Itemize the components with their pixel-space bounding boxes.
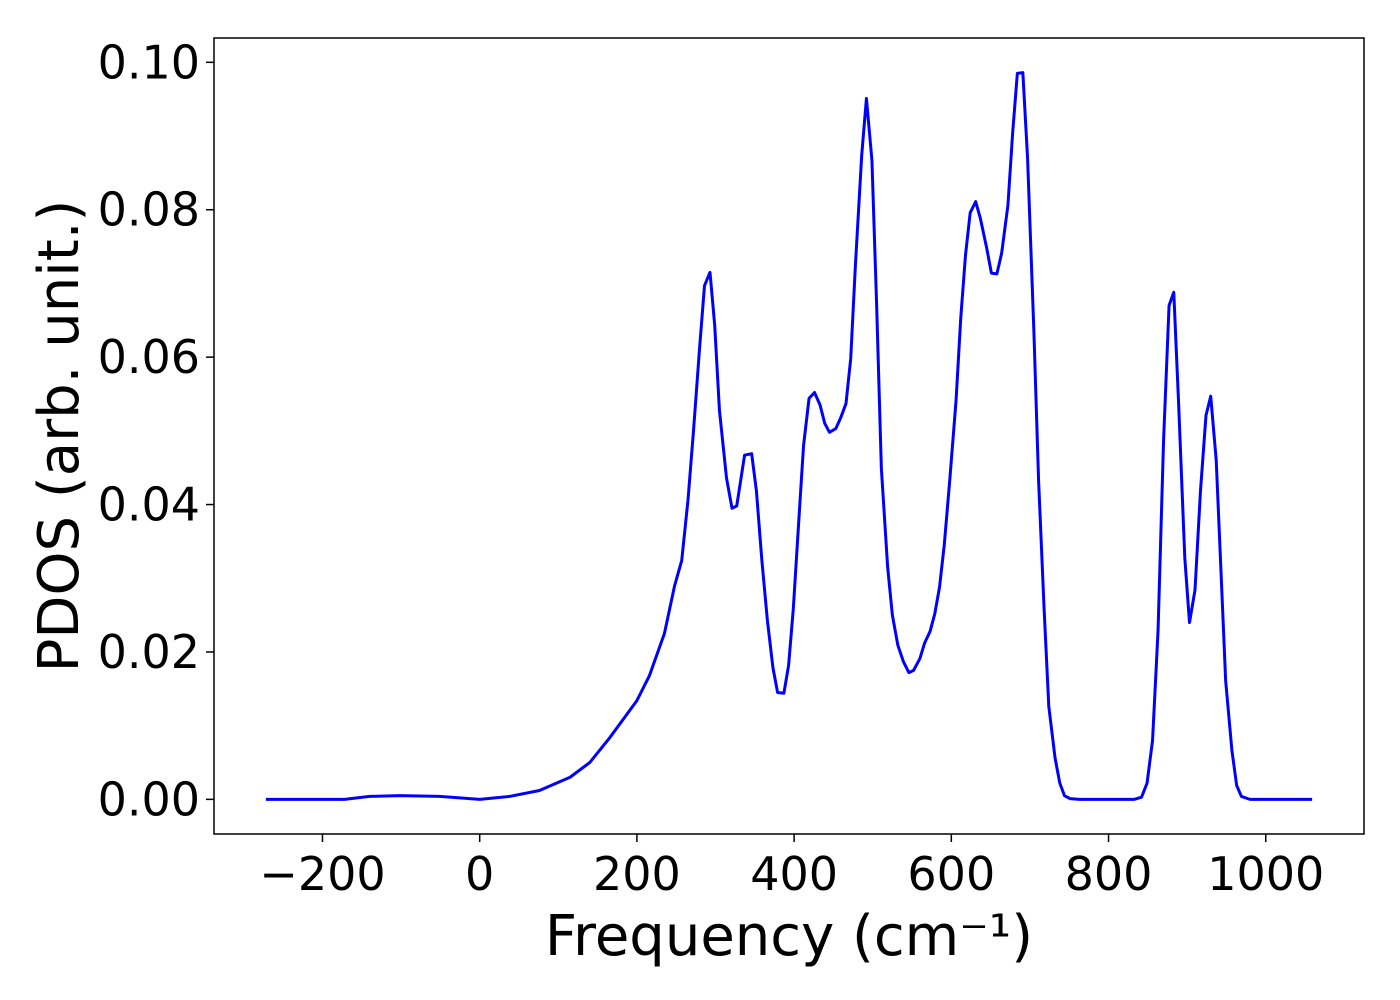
y-tick-label: 0.10 bbox=[98, 35, 200, 89]
x-tick-label: 1000 bbox=[1207, 847, 1324, 901]
y-tick-label: 0.06 bbox=[98, 330, 200, 384]
x-tick-label: 400 bbox=[750, 847, 838, 901]
y-tick-label: 0.02 bbox=[98, 625, 200, 679]
x-tick-label: 600 bbox=[907, 847, 995, 901]
x-tick-label: 200 bbox=[593, 847, 681, 901]
x-axis-label: Frequency (cm⁻¹) bbox=[545, 904, 1033, 969]
x-tick-label: −200 bbox=[259, 847, 385, 901]
data-line bbox=[265, 71, 1313, 801]
plot-frame bbox=[213, 37, 1365, 835]
y-tick-label: 0.08 bbox=[98, 183, 200, 237]
y-tick-label: 0.04 bbox=[98, 478, 200, 532]
x-tick-label: 800 bbox=[1065, 847, 1153, 901]
y-axis-label: PDOS (arb. unit.) bbox=[27, 200, 92, 673]
y-tick-label: 0.00 bbox=[98, 772, 200, 826]
x-tick-label: 0 bbox=[465, 847, 494, 901]
